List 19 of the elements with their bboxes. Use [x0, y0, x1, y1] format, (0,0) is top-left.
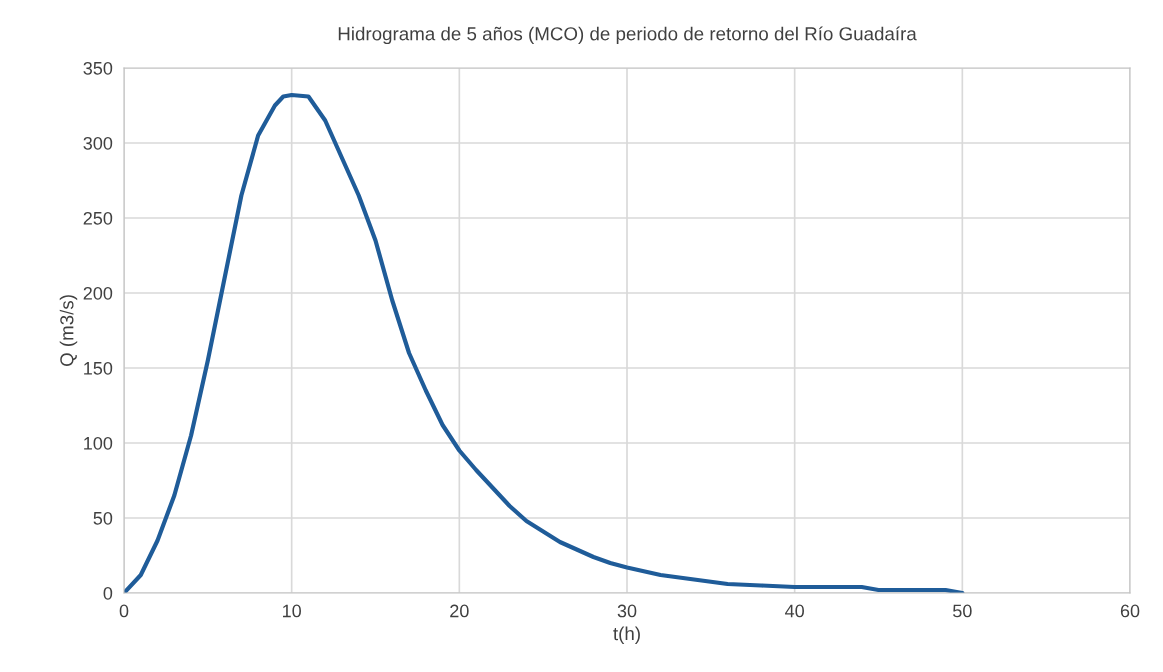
y-tick-label: 0	[103, 586, 113, 600]
x-tick-label: 60	[1120, 604, 1140, 618]
x-tick-label: 0	[119, 604, 129, 618]
y-tick-label: 150	[84, 361, 113, 375]
x-tick-label: 50	[953, 604, 972, 618]
y-tick-label: 350	[83, 61, 113, 75]
y-tick-label: 100	[84, 436, 113, 450]
x-tick-label: 20	[450, 604, 469, 618]
x-tick-label: 40	[785, 604, 804, 618]
x-tick-label: 30	[617, 604, 637, 618]
line-series	[124, 92, 965, 593]
y-tick-label: 300	[83, 136, 113, 150]
chart-title: Hidrograma de 5 años (MCO) de periodo de retorno del Río Guadaíra	[338, 26, 917, 45]
y-tick-label: 50	[93, 511, 113, 525]
y-tick-label: 200	[83, 286, 113, 300]
y-tick-label: 250	[83, 211, 113, 225]
y-axis-title: Q (m3/s)	[59, 295, 78, 367]
x-tick-label: 10	[283, 604, 301, 618]
x-axis-title: t(h)	[613, 626, 640, 644]
